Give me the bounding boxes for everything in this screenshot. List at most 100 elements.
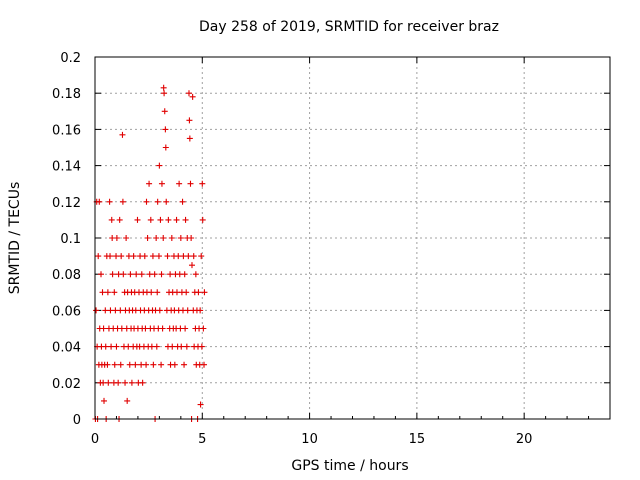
- data-point: [113, 253, 120, 260]
- data-point: [187, 180, 194, 187]
- data-point: [160, 235, 167, 241]
- data-point: [201, 289, 208, 296]
- data-point: [171, 361, 178, 368]
- data-point: [192, 271, 199, 278]
- x-tick-label: 0: [91, 432, 99, 447]
- y-tick-label: 0.04: [52, 341, 81, 356]
- data-point: [176, 180, 183, 187]
- data-point: [179, 198, 186, 205]
- data-point: [177, 235, 184, 241]
- data-point: [139, 379, 146, 386]
- y-tick-label: 0.08: [52, 268, 81, 283]
- data-point: [143, 198, 150, 205]
- y-tick-label: 0.16: [52, 123, 81, 138]
- data-point: [122, 379, 129, 386]
- y-tick-label: 0.02: [52, 377, 81, 392]
- data-point: [188, 262, 195, 269]
- data-point: [146, 180, 153, 187]
- data-point: [105, 379, 112, 386]
- data-point: [113, 235, 120, 241]
- data-points: [92, 84, 208, 422]
- data-point: [167, 271, 174, 278]
- data-point: [156, 162, 163, 169]
- data-point: [149, 253, 156, 260]
- data-point: [181, 271, 188, 278]
- y-tick-label: 0.12: [52, 196, 81, 211]
- data-point: [183, 289, 190, 296]
- data-point: [199, 180, 206, 187]
- data-point: [104, 289, 111, 296]
- data-point: [111, 289, 118, 296]
- x-axis-label: GPS time / hours: [291, 458, 408, 474]
- data-point: [158, 271, 165, 278]
- data-point: [148, 289, 155, 296]
- data-point: [128, 379, 135, 386]
- x-tick-label: 5: [198, 432, 206, 447]
- data-point: [141, 253, 148, 260]
- data-point: [153, 343, 160, 350]
- data-point: [169, 343, 176, 350]
- data-point: [183, 343, 190, 350]
- data-point: [127, 271, 134, 278]
- data-point: [173, 216, 180, 223]
- data-point: [186, 135, 193, 142]
- data-point: [124, 397, 131, 404]
- data-point: [138, 271, 145, 278]
- data-point: [189, 93, 196, 100]
- data-point: [102, 307, 109, 314]
- data-point: [162, 126, 169, 133]
- data-point: [185, 253, 192, 260]
- data-point: [163, 198, 170, 205]
- data-point: [156, 307, 163, 314]
- data-point: [197, 307, 204, 314]
- data-point: [109, 271, 116, 278]
- data-point: [164, 253, 171, 260]
- data-point: [178, 343, 185, 350]
- data-point: [104, 361, 111, 368]
- data-point: [119, 131, 126, 138]
- data-point: [184, 307, 191, 314]
- x-tick-label: 10: [301, 432, 318, 447]
- data-point: [175, 253, 182, 260]
- data-point: [118, 253, 125, 260]
- data-point: [117, 307, 124, 314]
- y-tick-label: 0.14: [52, 160, 81, 175]
- data-point: [161, 90, 168, 97]
- data-point: [154, 289, 161, 296]
- axis-ticks: 0 0.02 0.04 0.06 0.08 0.1 0.12 0.14 0.16 0.18 0.2 0…: [52, 51, 610, 447]
- data-point: [165, 216, 172, 223]
- data-point: [182, 216, 189, 223]
- data-point: [186, 117, 193, 124]
- data-point: [95, 253, 102, 260]
- data-point: [162, 144, 169, 151]
- data-point: [188, 235, 195, 241]
- data-point: [168, 235, 175, 241]
- data-point: [133, 271, 140, 278]
- data-point: [158, 180, 165, 187]
- data-point: [143, 361, 150, 368]
- data-point: [117, 361, 124, 368]
- data-point: [96, 198, 103, 205]
- data-point: [160, 84, 167, 91]
- data-point: [102, 343, 109, 350]
- chart-title: Day 258 of 2019, SRMTID for receiver bra…: [199, 19, 499, 35]
- y-tick-label: 0.2: [60, 51, 81, 66]
- data-point: [198, 343, 205, 350]
- y-tick-label: 0.1: [60, 232, 81, 247]
- data-point: [198, 253, 205, 260]
- data-point: [200, 325, 207, 332]
- data-point: [113, 343, 120, 350]
- data-point: [100, 325, 107, 332]
- data-point: [100, 379, 107, 386]
- data-point: [130, 253, 137, 260]
- y-tick-label: 0.18: [52, 87, 81, 102]
- data-point: [190, 253, 197, 260]
- data-point: [120, 271, 127, 278]
- data-point: [151, 271, 158, 278]
- data-point: [111, 361, 118, 368]
- data-point: [153, 235, 160, 241]
- data-point: [107, 253, 114, 260]
- data-point: [106, 198, 113, 205]
- data-point: [182, 325, 189, 332]
- data-point: [201, 361, 208, 368]
